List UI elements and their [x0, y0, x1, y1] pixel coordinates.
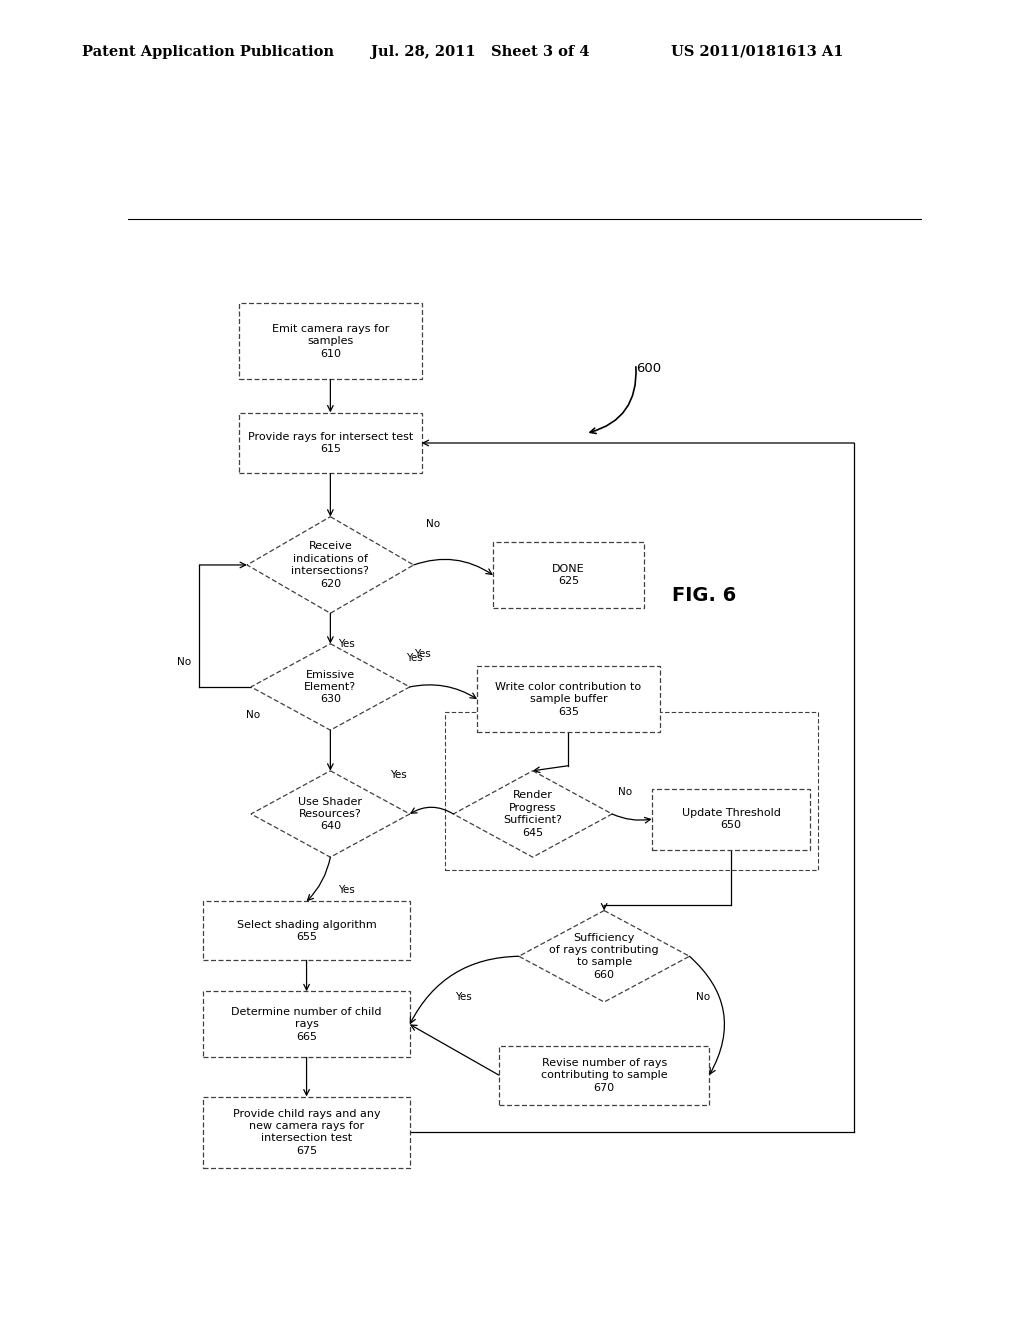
Text: Receive
indications of
intersections?
620: Receive indications of intersections? 62…	[292, 541, 370, 589]
FancyBboxPatch shape	[204, 991, 410, 1057]
Text: No: No	[618, 787, 633, 796]
Text: Use Shader
Resources?
640: Use Shader Resources? 640	[298, 796, 362, 832]
Text: 600: 600	[636, 362, 662, 375]
FancyBboxPatch shape	[204, 902, 410, 961]
Text: Provide rays for intersect test
615: Provide rays for intersect test 615	[248, 432, 413, 454]
Text: No: No	[246, 710, 260, 721]
FancyBboxPatch shape	[477, 667, 659, 733]
FancyBboxPatch shape	[494, 543, 644, 609]
Text: Patent Application Publication: Patent Application Publication	[82, 45, 334, 59]
Polygon shape	[519, 911, 689, 1002]
Text: Yes: Yes	[406, 653, 423, 664]
Text: Write color contribution to
sample buffer
635: Write color contribution to sample buffe…	[496, 681, 641, 717]
Text: Yes: Yes	[390, 771, 407, 780]
Text: Yes: Yes	[338, 884, 355, 895]
Text: No: No	[426, 519, 439, 529]
Text: Yes: Yes	[338, 639, 355, 648]
Text: Emissive
Element?
630: Emissive Element? 630	[304, 669, 356, 705]
Text: No: No	[696, 991, 710, 1002]
Text: Jul. 28, 2011   Sheet 3 of 4: Jul. 28, 2011 Sheet 3 of 4	[371, 45, 589, 59]
Text: US 2011/0181613 A1: US 2011/0181613 A1	[671, 45, 843, 59]
Text: FIG. 6: FIG. 6	[672, 586, 736, 605]
Polygon shape	[251, 644, 410, 730]
Text: Determine number of child
rays
665: Determine number of child rays 665	[231, 1007, 382, 1041]
Polygon shape	[247, 516, 414, 614]
FancyBboxPatch shape	[204, 1097, 410, 1168]
Text: Provide child rays and any
new camera rays for
intersection test
675: Provide child rays and any new camera ra…	[232, 1109, 380, 1156]
FancyBboxPatch shape	[240, 412, 422, 474]
Polygon shape	[454, 771, 612, 857]
Text: Yes: Yes	[414, 649, 430, 660]
Text: Yes: Yes	[456, 991, 472, 1002]
Polygon shape	[251, 771, 410, 857]
Text: Select shading algorithm
655: Select shading algorithm 655	[237, 920, 377, 942]
Text: Render
Progress
Sufficient?
645: Render Progress Sufficient? 645	[504, 791, 562, 838]
FancyBboxPatch shape	[652, 788, 811, 850]
Text: Update Threshold
650: Update Threshold 650	[682, 808, 780, 830]
Text: Emit camera rays for
samples
610: Emit camera rays for samples 610	[271, 323, 389, 359]
Text: Revise number of rays
contributing to sample
670: Revise number of rays contributing to sa…	[541, 1057, 668, 1093]
FancyBboxPatch shape	[240, 304, 422, 379]
Text: Sufficiency
of rays contributing
to sample
660: Sufficiency of rays contributing to samp…	[549, 933, 659, 979]
FancyBboxPatch shape	[499, 1045, 710, 1105]
Text: DONE
625: DONE 625	[552, 564, 585, 586]
Text: No: No	[177, 656, 191, 667]
